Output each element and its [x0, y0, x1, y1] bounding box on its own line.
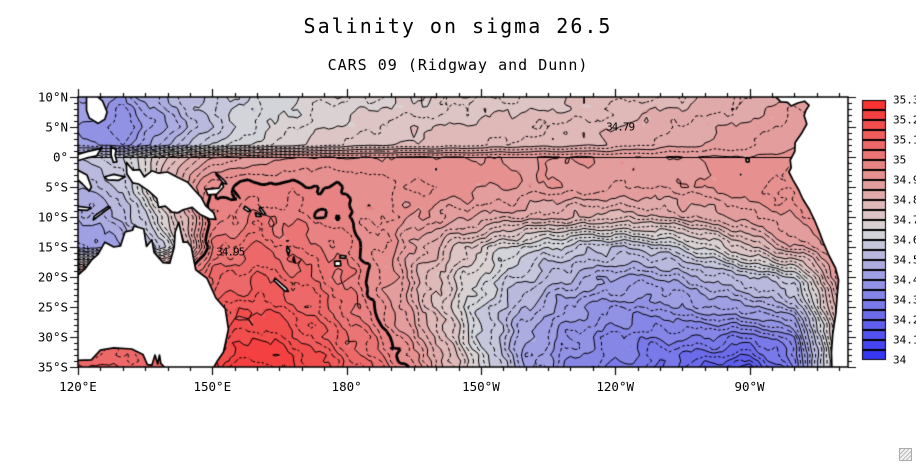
x-tick-label: 150°E	[193, 379, 232, 394]
x-tick-label: 120°E	[59, 379, 97, 394]
y-tick-label: 20°S	[37, 269, 68, 285]
resize-handle-icon[interactable]	[899, 448, 912, 461]
y-tick-label: 0°	[52, 149, 68, 165]
colorbar-label: 34.8	[893, 193, 916, 207]
x-tick-label: 180°	[331, 379, 362, 394]
y-tick-label: 5°N	[45, 119, 68, 135]
y-tick-label: 5°S	[45, 179, 68, 195]
y-tick-label: 35°S	[37, 359, 68, 375]
colorbar-label: 35.1	[893, 133, 916, 147]
colorbar-label: 34.5	[893, 253, 916, 267]
page-subtitle: CARS 09 (Ridgway and Dunn)	[327, 56, 589, 74]
x-tick-label: 120°W	[596, 379, 635, 394]
colorbar-label: 34.7	[893, 213, 916, 227]
x-tick-label: 90°W	[734, 379, 765, 394]
y-tick-label: 10°S	[37, 209, 68, 225]
x-tick-label: 150°W	[462, 379, 500, 394]
colorbar-label: 34.2	[893, 313, 916, 327]
colorbar-label: 34.6	[893, 233, 916, 247]
colorbar-label: 35.2	[893, 113, 916, 127]
y-tick-label: 25°S	[37, 299, 68, 315]
colorbar-label: 34.1	[893, 333, 916, 347]
page-title: Salinity on sigma 26.5	[303, 14, 613, 38]
colorbar-label: 34.4	[893, 273, 916, 287]
contour-label: 34.95	[216, 245, 245, 259]
y-tick-label: 30°S	[37, 329, 68, 345]
colorbar-label: 34.9	[893, 173, 916, 187]
colorbar-label: 34.3	[893, 293, 916, 307]
contour-label: 34.79	[606, 120, 635, 134]
y-tick-label: 10°N	[37, 89, 68, 105]
colorbar-label: 34	[893, 353, 907, 367]
colorbar-label: 35.3	[893, 93, 916, 107]
y-tick-label: 15°S	[37, 239, 68, 255]
colorbar-label: 35	[893, 153, 907, 167]
